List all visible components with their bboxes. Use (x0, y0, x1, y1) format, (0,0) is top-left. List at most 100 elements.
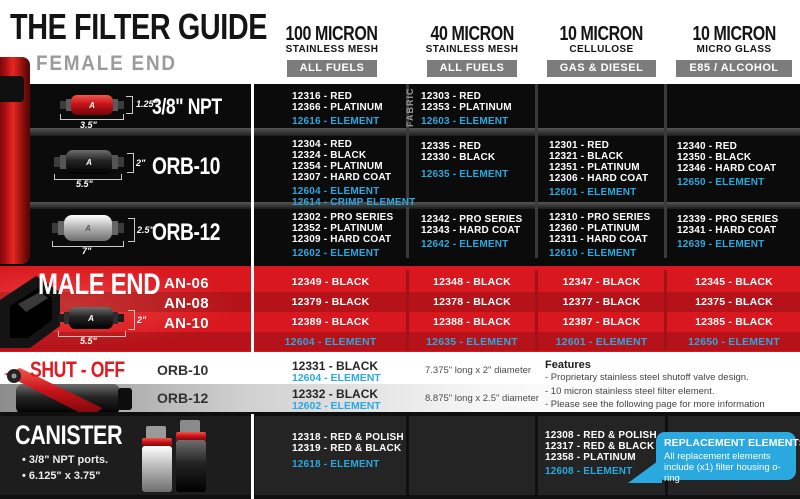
inline-filter-icon-male: A (58, 307, 124, 329)
dim-length: 3.5" (80, 120, 97, 130)
male-row-stripe (0, 292, 800, 312)
element-cell-40micron: 12635 - ELEMENT (426, 336, 518, 348)
text-line: 12358 - PLATINUM (545, 452, 636, 463)
elements-list: 12618 - ELEMENT (292, 459, 404, 470)
features-list: - Proprietary stainless steel shutoff va… (545, 371, 765, 412)
parts-list: 12308 - RED & POLISH 12317 - RED & BLACK 1… (545, 430, 657, 463)
column-media: MICRO GLASS (696, 44, 772, 55)
text-line: 12343 - HARD COAT (421, 225, 521, 236)
parts-list: 12304 - RED 12324 - BLACK 12354 - PLATINUM… (292, 139, 416, 183)
elements-list: 12604 - ELEMENT 12614 - CRIMP ELEMENT (292, 186, 416, 208)
canister-panel-100micron (255, 416, 406, 495)
cell-an06-10micron-cellulose: 12347 - BLACK (562, 276, 641, 288)
text-line: 12319 - RED & BLACK (292, 443, 402, 454)
row-label-an10: AN-10 (164, 315, 209, 332)
dim-height: 2.5" (137, 225, 154, 235)
cell-orb12-40micron: 12342 - PRO SERIES 12343 - HARD COAT 1264… (421, 214, 522, 250)
text-line: - Proprietary stainless steel shutoff va… (545, 372, 749, 383)
text-line: 12316 - RED (292, 91, 353, 102)
canister-label-panel (0, 416, 251, 495)
dim-height: 2" (136, 158, 146, 168)
svg-text:A: A (87, 314, 94, 323)
parts-list: 12310 - PRO SERIES 12360 - PLATINUM 12311 … (549, 212, 650, 245)
dim-length: 7" (82, 246, 92, 256)
svg-text:A: A (88, 101, 95, 110)
dimension-bracket (126, 96, 133, 114)
text-line: 12317 - RED & BLACK (545, 441, 655, 452)
text-line: 12340 - RED (677, 141, 738, 152)
text-line: 12354 - PLATINUM (292, 161, 383, 172)
callout-body: All replacement elements include (x1) fi… (664, 451, 781, 484)
dimension-bracket (60, 114, 124, 120)
text-line: 12616 - ELEMENT (292, 116, 380, 127)
parts-list: 12318 - RED & POLISH 12319 - RED & BLACK (292, 432, 404, 454)
dimension-bracket (128, 218, 135, 242)
svg-text:A: A (84, 224, 91, 233)
element-cell-10micron-glass: 12650 - ELEMENT (688, 336, 780, 348)
features-heading: Features (545, 359, 591, 371)
text-line: 12303 - RED (421, 91, 482, 102)
shutoff-orb10-element: 12604 - ELEMENT (292, 372, 381, 384)
text-line: 12309 - HARD COAT (292, 234, 392, 245)
elements-list: 12608 - ELEMENT (545, 466, 657, 477)
column-divider (406, 84, 409, 258)
cell-an06-40micron: 12348 - BLACK (433, 276, 511, 288)
svg-text:A: A (85, 158, 92, 167)
cell-an08-40micron: 12378 - BLACK (433, 296, 511, 308)
text-line: 12308 - RED & POLISH (545, 430, 657, 441)
column-header-40-micron: 40 MICRON STAINLESS MESH ALL FUELS (409, 24, 535, 77)
text-line: 12618 - ELEMENT (292, 459, 380, 470)
cell-an10-100micron: 12389 - BLACK (291, 316, 370, 328)
cell-an06-100micron: 12349 - BLACK (291, 276, 370, 288)
parts-list: 12303 - RED 12353 - PLATINUM (421, 91, 512, 113)
cell-orb10-10micron-glass: 12340 - RED 12350 - BLACK 12346 - HARD COA… (677, 141, 776, 188)
canister-photo (142, 420, 206, 492)
cell-orb12-10micron-cellulose: 12310 - PRO SERIES 12360 - PLATINUM 12311 … (549, 212, 650, 259)
cell-canister-100micron: 12318 - RED & POLISH 12319 - RED & BLACK … (292, 432, 404, 470)
cell-npt-40micron: 12303 - RED 12353 - PLATINUM 12603 - ELEM… (421, 91, 512, 127)
text-line: 12350 - BLACK (677, 152, 752, 163)
column-divider (535, 84, 538, 258)
text-line: 12352 - PLATINUM (292, 223, 383, 234)
parts-list: 12342 - PRO SERIES 12343 - HARD COAT (421, 214, 522, 236)
text-line: 12318 - RED & POLISH (292, 432, 404, 443)
dimension-bracket (58, 331, 126, 337)
canister-panel-40micron (409, 416, 535, 495)
elements-list: 12639 - ELEMENT (677, 239, 778, 250)
cell-an10-10micron-glass: 12385 - BLACK (695, 316, 773, 328)
column-micron: 10 MICRON (692, 23, 776, 45)
fuel-badge: GAS & DIESEL (546, 60, 657, 77)
text-line: 12353 - PLATINUM (421, 102, 512, 113)
cell-an10-10micron-cellulose: 12387 - BLACK (562, 316, 641, 328)
text-line: 12339 - PRO SERIES (677, 214, 779, 225)
text-line: 12602 - ELEMENT (292, 248, 380, 259)
text-line: 12324 - BLACK (292, 150, 367, 161)
section-divider-bar (0, 258, 800, 266)
parts-list: 12340 - RED 12350 - BLACK 12346 - HARD COA… (677, 141, 776, 174)
text-line: 12610 - ELEMENT (549, 248, 637, 259)
text-line: 12302 - PRO SERIES (292, 212, 394, 223)
column-divider (535, 270, 538, 350)
text-line: 12306 - HARD COAT (549, 173, 649, 184)
elements-list: 12616 - ELEMENT (292, 116, 383, 127)
canister-bullets: • 3/8" NPT ports. • 6.125" x 3.75" (22, 452, 108, 484)
text-line: - 10 micron stainless steel filter eleme… (545, 385, 715, 397)
text-line: 12603 - ELEMENT (421, 116, 509, 127)
shutoff-orb10-size: 7.375" long x 2" diameter (425, 365, 532, 376)
text-line: 12604 - ELEMENT (292, 186, 380, 197)
elements-list: 12635 - ELEMENT (421, 169, 508, 180)
text-line: 12635 - ELEMENT (421, 169, 509, 180)
element-cell-10micron-cellulose: 12601 - ELEMENT (555, 336, 648, 348)
cell-an10-40micron: 12388 - BLACK (433, 316, 511, 328)
column-media: STAINLESS MESH (285, 44, 379, 55)
text-line: 12601 - ELEMENT (549, 187, 637, 198)
column-media: STAINLESS MESH (425, 44, 519, 55)
text-line: 12301 - RED (549, 140, 610, 151)
dimension-bracket (54, 174, 122, 180)
element-cell-100micron: 12604 - ELEMENT (284, 336, 377, 348)
male-row-stripe (0, 332, 800, 351)
text-line: 12639 - ELEMENT (677, 239, 765, 250)
label-column-divider (251, 414, 254, 499)
canister-title: CANISTER (15, 420, 123, 450)
row-label-orb10: ORB-10 (152, 153, 221, 180)
